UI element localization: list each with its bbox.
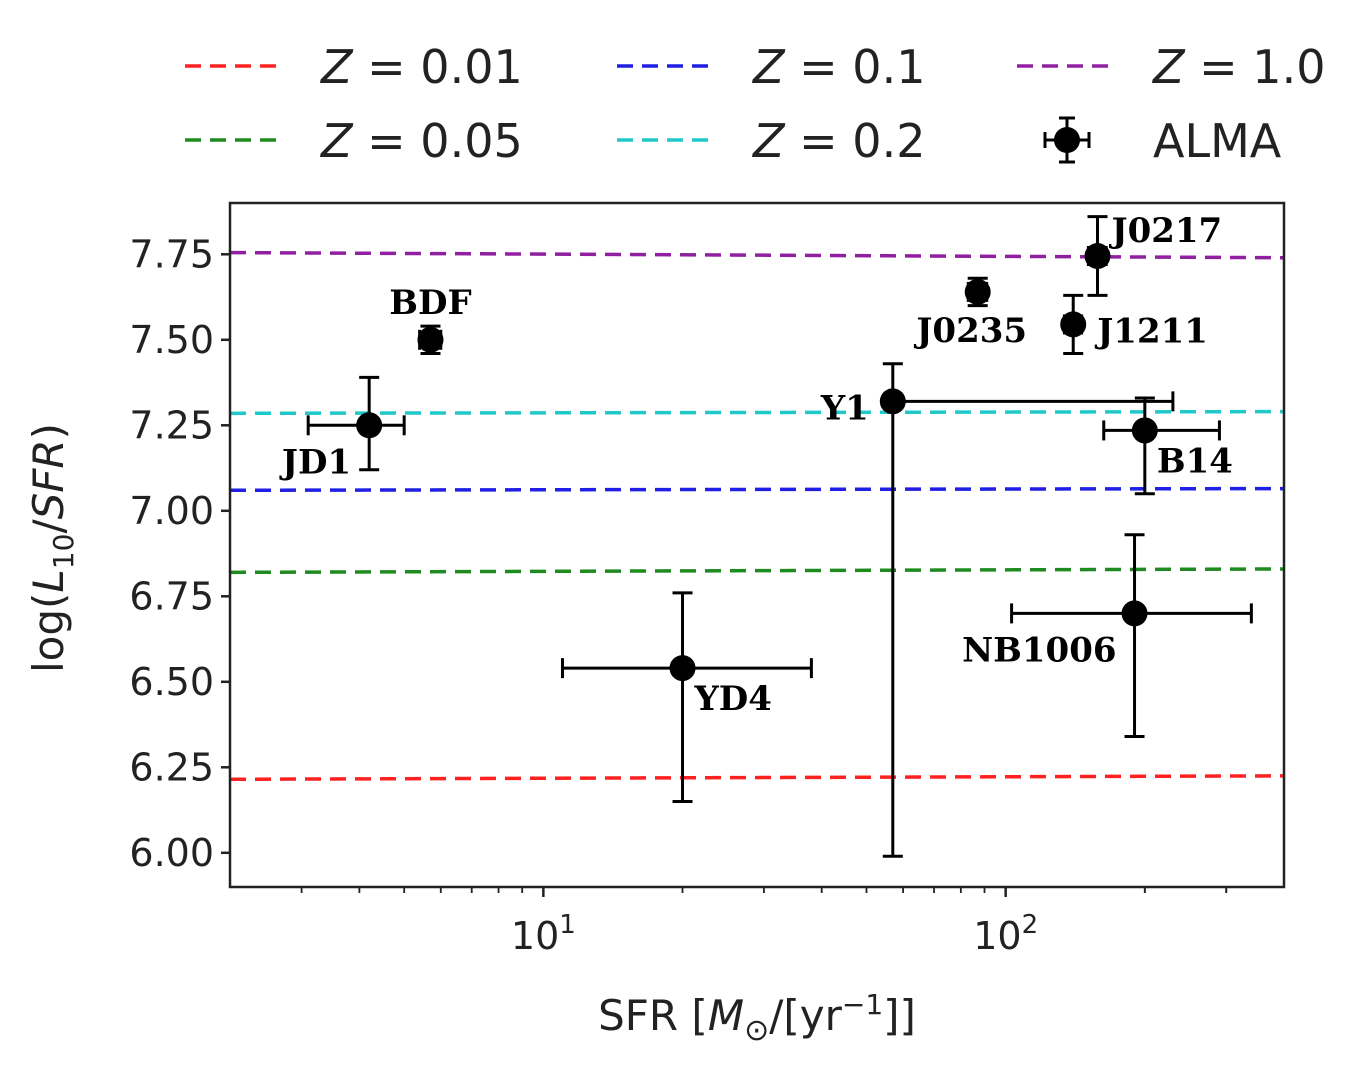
y-tick-label: 6.00 [129, 831, 214, 875]
legend-item-alma: ALMA [1043, 114, 1282, 168]
point-j0235: J0235 [913, 276, 1027, 351]
point-yd4: YD4 [560, 591, 813, 803]
point-label-j0235: J0235 [913, 311, 1027, 351]
point-marker [356, 412, 383, 439]
point-marker [879, 388, 906, 415]
point-label-jd1: JD1 [279, 442, 351, 482]
point-marker [669, 655, 696, 682]
y-tick-label: 6.75 [129, 574, 214, 618]
point-bdf: BDF [389, 283, 472, 355]
line-z-0-2 [229, 409, 1285, 416]
point-j0217: J0217 [1084, 211, 1223, 297]
x-tick-label: 102 [973, 910, 1038, 958]
line-z-1-0 [229, 250, 1285, 260]
point-label-j0217: J0217 [1109, 211, 1223, 251]
legend-label: Z = 0.05 [319, 114, 523, 168]
y-tick-label: 7.00 [129, 489, 214, 533]
point-label-y1: Y1 [820, 388, 869, 428]
legend-item-z-0-1: Z = 0.1 [617, 40, 925, 94]
legend-label: Z = 0.01 [319, 40, 523, 94]
point-label-nb1006: NB1006 [962, 630, 1116, 670]
axis-ticks: 6.00 6.25 6.50 6.75 7.00 7.25 7.50 7.75 101 102 [129, 232, 1228, 958]
line-z-0-1 [229, 486, 1285, 493]
y-tick-label: 7.75 [129, 232, 214, 276]
legend: Z = 0.01 Z = 0.1 Z = 1.0 Z = 0.05 Z = 0.2 ALM… [185, 40, 1325, 168]
x-axis-label: SFR [M⊙/[yr−1]] [598, 988, 916, 1048]
y-tick-label: 7.50 [129, 318, 214, 362]
x-tick-label: 101 [511, 910, 576, 958]
legend-item-z-1-0: Z = 1.0 [1017, 40, 1325, 94]
legend-label: Z = 0.2 [751, 114, 925, 168]
legend-label: ALMA [1153, 114, 1282, 168]
legend-label: Z = 0.1 [751, 40, 925, 94]
point-marker [417, 326, 444, 353]
point-marker [1121, 600, 1148, 627]
legend-item-z-0-05: Z = 0.05 [185, 114, 523, 168]
legend-item-z-0-01: Z = 0.01 [185, 40, 523, 94]
legend-label: Z = 1.0 [1151, 40, 1325, 94]
data-points: JD1 BDF YD4 Y1 J0235 J1211 J0217 B14 NB1006 [279, 211, 1253, 858]
point-j1211: J1211 [1060, 293, 1208, 355]
y-tick-label: 7.25 [129, 403, 214, 447]
point-b14: B14 [1102, 396, 1233, 496]
point-marker [1131, 417, 1158, 444]
point-label-yd4: YD4 [694, 679, 772, 719]
point-nb1006: NB1006 [962, 533, 1253, 739]
point-y1: Y1 [820, 362, 1175, 858]
legend-swatch [1054, 127, 1080, 153]
reference-lines [229, 250, 1285, 782]
y-tick-label: 6.25 [129, 745, 214, 789]
point-jd1: JD1 [279, 375, 406, 482]
y-tick-label: 6.50 [129, 660, 214, 704]
legend-item-z-0-2: Z = 0.2 [617, 114, 925, 168]
point-marker [1060, 311, 1087, 338]
point-label-b14: B14 [1157, 441, 1233, 481]
line-z-0-05 [229, 567, 1285, 575]
point-marker [964, 278, 991, 305]
point-label-j1211: J1211 [1094, 311, 1208, 351]
point-marker [1084, 243, 1111, 270]
point-label-bdf: BDF [389, 283, 471, 323]
line-z-0-01 [229, 774, 1285, 782]
plot-frame [228, 201, 1286, 889]
y-axis-label: log(L10/SFR) [24, 423, 80, 673]
